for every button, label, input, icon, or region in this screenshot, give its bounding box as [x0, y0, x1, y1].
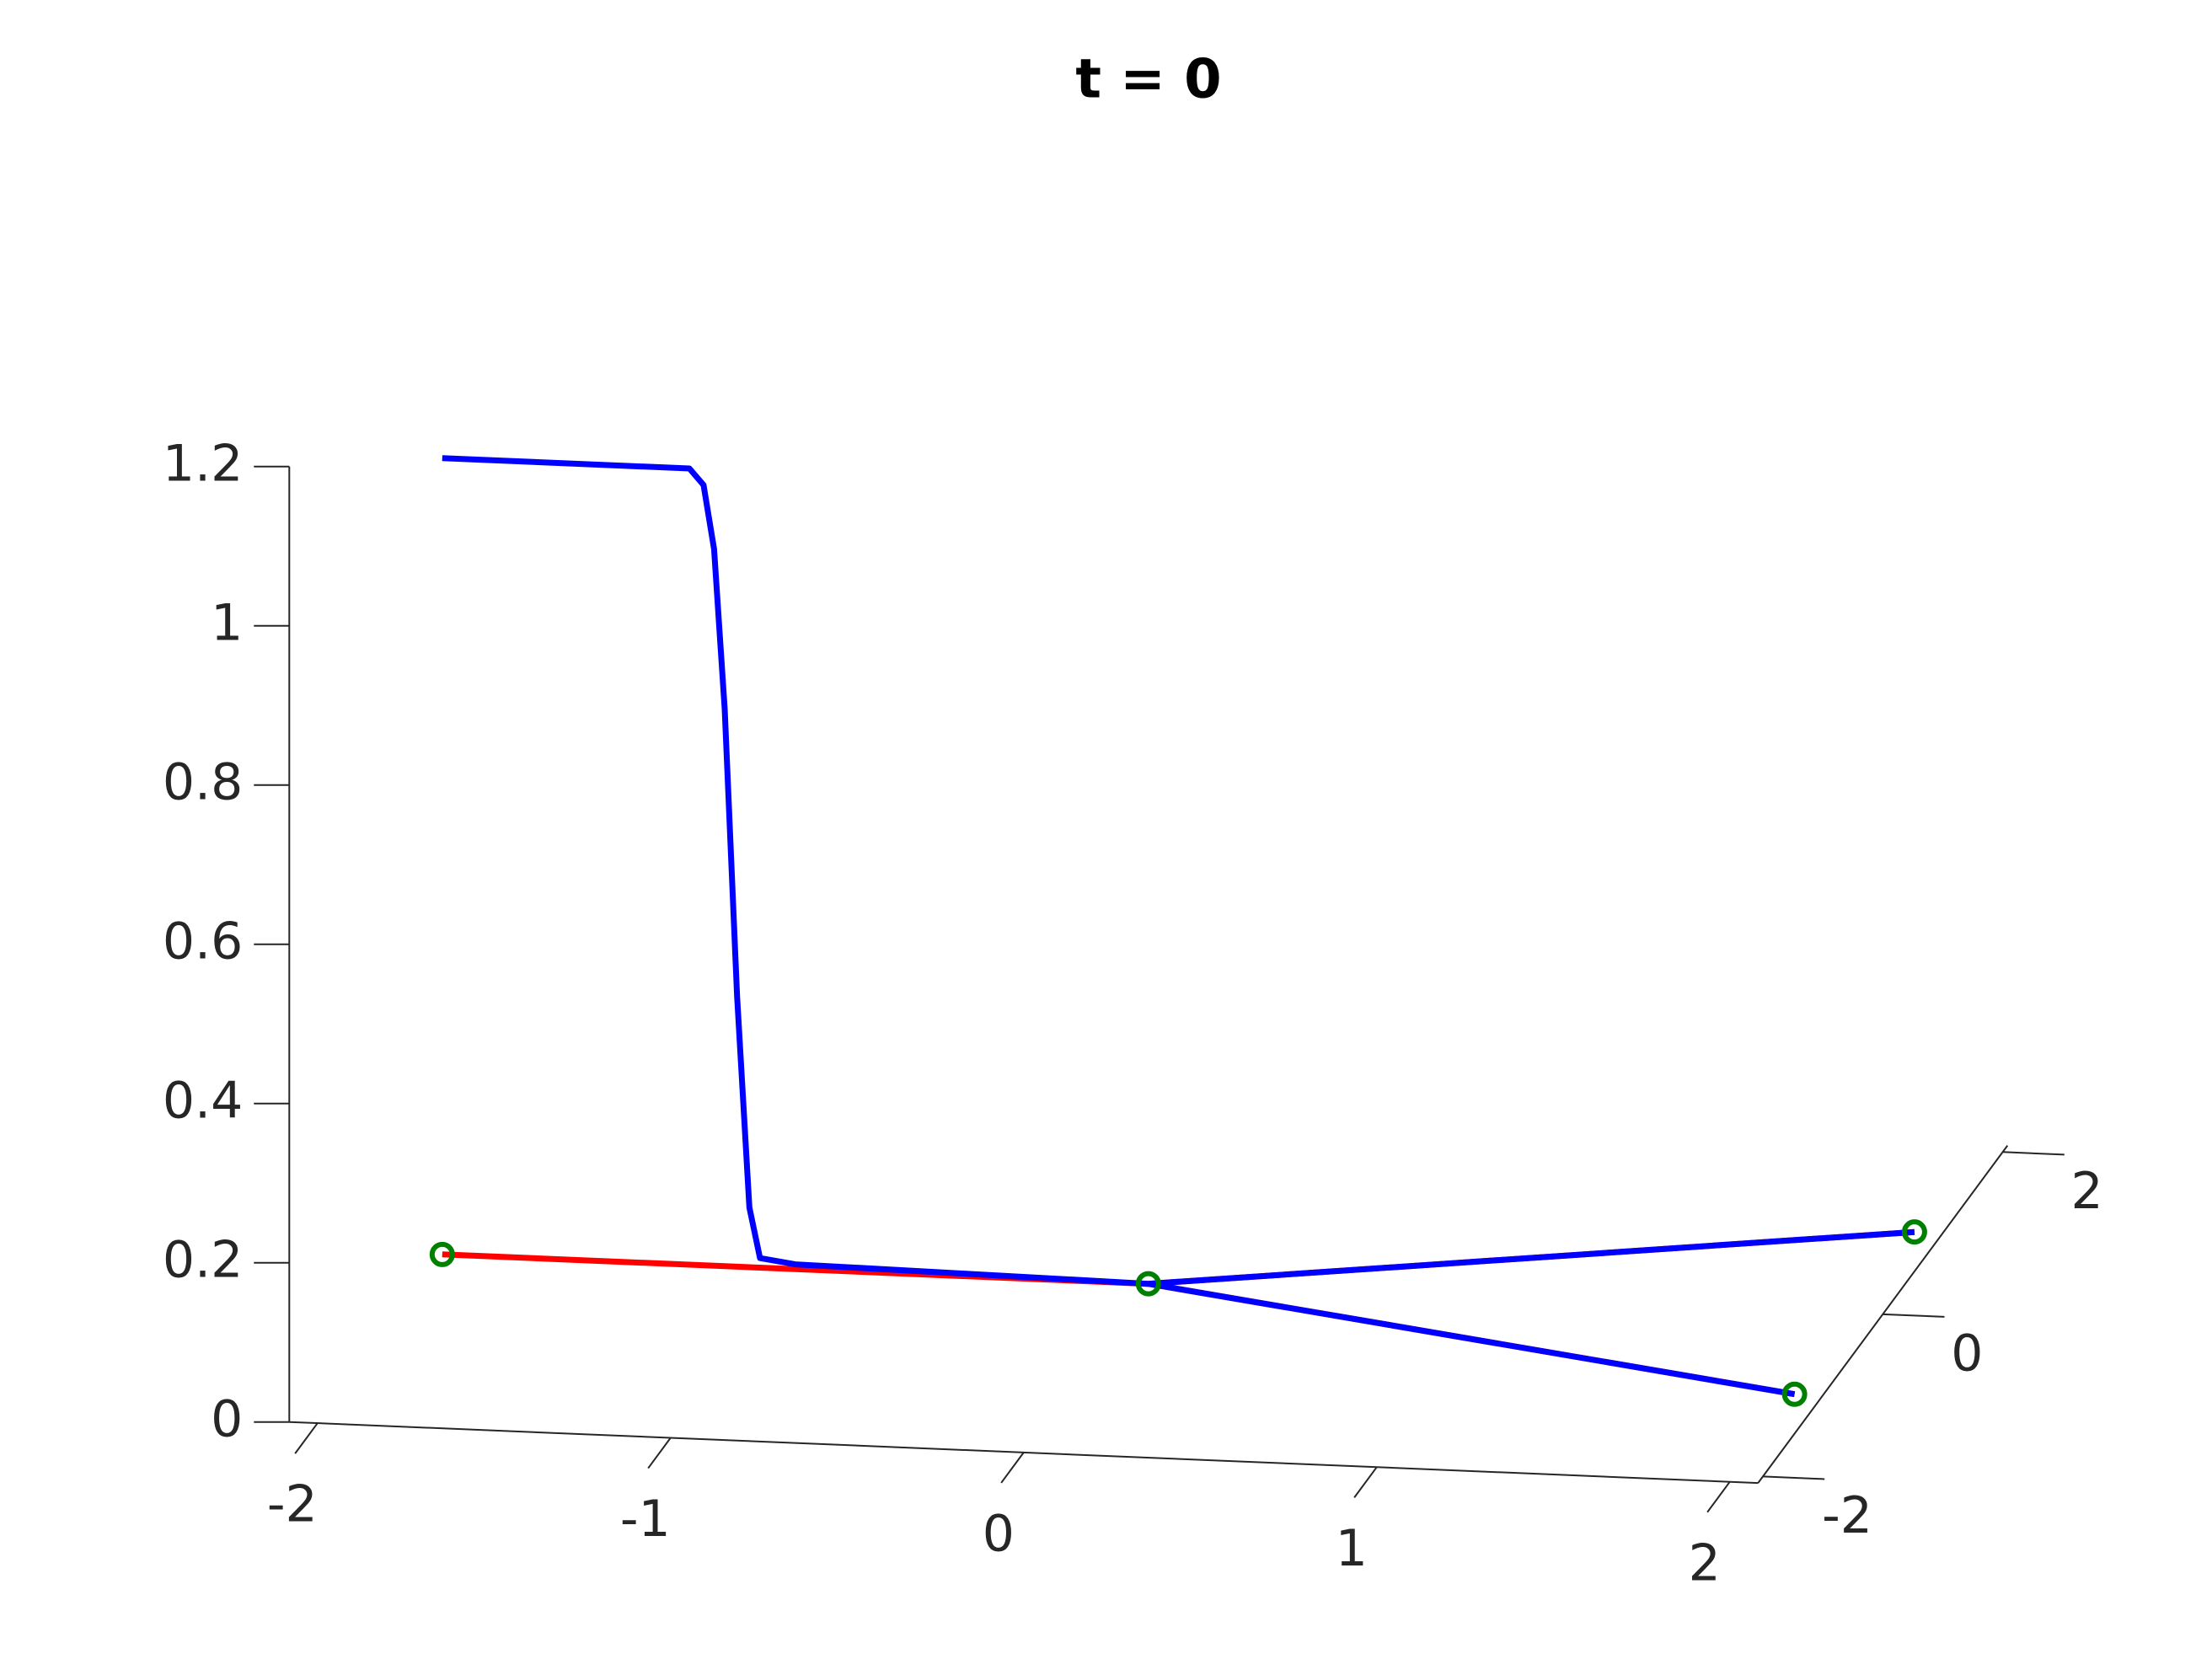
z-tick-label: 0.4: [163, 1071, 243, 1130]
x-tick-label: 2: [1689, 1533, 1721, 1592]
x-tick-label: -2: [267, 1475, 318, 1534]
series-line: [1148, 1228, 1915, 1287]
z-tick-label: 1: [211, 593, 243, 652]
y-tick-label: -2: [1822, 1486, 1872, 1545]
y-tick: [1883, 1313, 1945, 1318]
x-tick: [1706, 1481, 1731, 1513]
series-line: [442, 455, 1149, 1287]
z-tick-label: 1.2: [163, 434, 243, 493]
y-tick: [1762, 1475, 1825, 1480]
x-axis: [289, 1421, 1759, 1485]
chart-title: t = 0: [1075, 49, 1221, 111]
x-tick: [1000, 1452, 1025, 1484]
y-tick-label: 2: [2071, 1162, 2103, 1221]
x-tick-label: -1: [620, 1490, 671, 1549]
y-tick-label: 0: [1951, 1324, 1983, 1383]
series-line: [1148, 1281, 1796, 1398]
z-tick-label: 0.8: [163, 752, 243, 811]
node-marker: [429, 1241, 455, 1267]
x-tick: [647, 1437, 672, 1469]
z-tick-label: 0.6: [163, 912, 243, 971]
z-tick-label: 0: [211, 1389, 243, 1448]
x-tick: [1353, 1466, 1378, 1498]
node-marker: [1901, 1219, 1927, 1245]
node-marker: [1781, 1381, 1808, 1407]
z-tick-label: 0.2: [163, 1230, 243, 1289]
x-tick: [294, 1422, 319, 1454]
x-tick-label: 0: [983, 1504, 1015, 1563]
y-tick: [2002, 1151, 2065, 1156]
node-marker: [1135, 1271, 1161, 1297]
x-tick-label: 1: [1336, 1519, 1368, 1578]
